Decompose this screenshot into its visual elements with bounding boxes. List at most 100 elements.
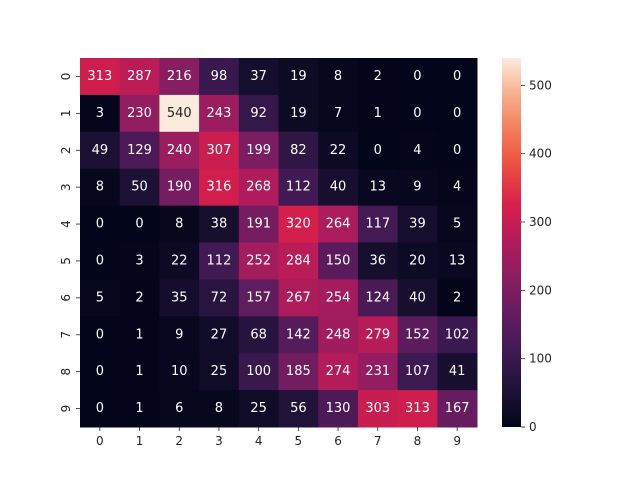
cell-value-label: 1 — [135, 401, 143, 416]
cell-value-label: 0 — [96, 217, 104, 232]
heatmap-cell-r9-c4 — [238, 390, 279, 428]
heatmap-cell-r6-c0 — [80, 279, 121, 317]
cell-value-label: 82 — [290, 143, 307, 158]
cell-value-label: 8 — [334, 69, 342, 84]
cell-value-label: 40 — [330, 180, 347, 195]
heatmap-cell-r4-c1 — [119, 205, 160, 243]
colorbar-tick-label: 0 — [529, 420, 537, 434]
cell-value-label: 27 — [211, 327, 228, 342]
heatmap-cell-r9-c9 — [437, 390, 478, 428]
heatmap-cell-r7-c7 — [357, 316, 399, 354]
heatmap-cell-r2-c5 — [278, 131, 319, 170]
cell-value-label: 0 — [374, 143, 382, 158]
cell-value-label: 287 — [127, 69, 152, 84]
heatmap-cell-r0-c4 — [238, 58, 279, 96]
cell-value-label: 22 — [171, 253, 188, 268]
cell-value-label: 279 — [365, 327, 390, 342]
cell-value-label: 231 — [365, 364, 390, 379]
heatmap-cell-r5-c3 — [199, 242, 240, 280]
heatmap-cell-r7-c5 — [278, 316, 319, 354]
colorbar-tick-label: 300 — [529, 215, 552, 229]
heatmap-cell-r9-c5 — [278, 390, 319, 428]
heatmap-cell-r6-c2 — [159, 279, 200, 317]
heatmap-cell-r0-c6 — [318, 58, 359, 96]
heatmap-cell-r2-c2 — [159, 131, 200, 170]
heatmap-cell-r6-c9 — [437, 279, 478, 317]
heatmap-cell-r4-c0 — [80, 205, 121, 243]
colorbar: 0 100 200 300 400 500 — [502, 58, 552, 434]
heatmap-cells — [80, 58, 478, 428]
heatmap-cell-r8-c7 — [357, 353, 399, 391]
cell-value-label: 1 — [374, 106, 382, 121]
cell-value-label: 37 — [250, 69, 267, 84]
heatmap-cell-r7-c8 — [397, 316, 438, 354]
heatmap-cell-r9-c6 — [318, 390, 359, 428]
cell-value-label: 307 — [207, 143, 232, 158]
heatmap-cell-r8-c5 — [278, 353, 319, 391]
cell-value-label: 36 — [369, 253, 386, 268]
cell-value-label: 98 — [211, 69, 228, 84]
cell-value-label: 5 — [453, 217, 461, 232]
heatmap-cell-r8-c8 — [397, 353, 438, 391]
cell-value-label: 22 — [330, 143, 347, 158]
cell-value-label: 303 — [365, 401, 390, 416]
heatmap-cell-r0-c2 — [159, 58, 200, 96]
cell-value-label: 0 — [135, 217, 143, 232]
heatmap-cell-r4-c5 — [278, 205, 319, 243]
cell-value-label: 8 — [215, 401, 223, 416]
heatmap-cell-r9-c3 — [199, 390, 240, 428]
heatmap-cell-r2-c7 — [357, 131, 399, 170]
cell-value-label: 35 — [171, 290, 188, 305]
cell-value-label: 13 — [449, 253, 466, 268]
x-tick-label: 0 — [96, 434, 104, 448]
heatmap-cell-r7-c0 — [80, 316, 121, 354]
heatmap-cell-r7-c6 — [318, 316, 359, 354]
heatmap-cell-r5-c2 — [159, 242, 200, 280]
heatmap-cell-r8-c6 — [318, 353, 359, 391]
heatmap-cell-r1-c4 — [238, 94, 279, 133]
heatmap-cell-r5-c5 — [278, 242, 319, 280]
cell-value-label: 130 — [326, 401, 351, 416]
cell-value-label: 0 — [96, 253, 104, 268]
cell-value-label: 240 — [167, 143, 192, 158]
heatmap-cell-r0-c5 — [278, 58, 319, 96]
x-tick-label: 5 — [295, 434, 303, 448]
cell-value-label: 540 — [167, 106, 192, 121]
heatmap-cell-r8-c1 — [119, 353, 160, 391]
cell-value-label: 313 — [87, 69, 112, 84]
cell-value-label: 264 — [326, 217, 351, 232]
x-tick-label: 9 — [453, 434, 461, 448]
cell-value-label: 150 — [326, 253, 351, 268]
cell-value-label: 19 — [290, 69, 307, 84]
cell-value-label: 0 — [96, 401, 104, 416]
cell-value-label: 9 — [175, 327, 183, 342]
cell-value-label: 112 — [207, 253, 232, 268]
cell-value-label: 6 — [175, 401, 183, 416]
heatmap-cell-r1-c0 — [80, 94, 121, 133]
heatmap-cell-r4-c6 — [318, 205, 359, 243]
cell-value-label: 243 — [207, 106, 232, 121]
x-tick-label: 7 — [374, 434, 382, 448]
cell-value-label: 0 — [413, 106, 421, 121]
heatmap-cell-r0-c1 — [119, 58, 160, 96]
heatmap-cell-labels: 313 287 216 98 37 19 8 2 0 03 230 540 243 92 19 7 1 0 049 1… — [87, 69, 469, 416]
cell-value-label: 9 — [413, 180, 421, 195]
heatmap-cell-r3-c8 — [397, 168, 438, 207]
cell-value-label: 0 — [413, 69, 421, 84]
cell-value-label: 152 — [405, 327, 430, 342]
cell-value-label: 142 — [286, 327, 311, 342]
heatmap-cell-r7-c2 — [159, 316, 200, 354]
y-tick-label: 8 — [59, 368, 73, 376]
heatmap-cell-r3-c2 — [159, 168, 200, 207]
heatmap-cell-r5-c0 — [80, 242, 121, 280]
cell-value-label: 39 — [409, 217, 426, 232]
cell-value-label: 117 — [365, 217, 390, 232]
cell-value-label: 13 — [369, 180, 386, 195]
heatmap-cell-r6-c6 — [318, 279, 359, 317]
heatmap-cell-r2-c3 — [199, 131, 240, 170]
heatmap-cell-r9-c8 — [397, 390, 438, 428]
cell-value-label: 3 — [96, 106, 104, 121]
cell-value-label: 1 — [135, 327, 143, 342]
cell-value-label: 191 — [246, 217, 271, 232]
